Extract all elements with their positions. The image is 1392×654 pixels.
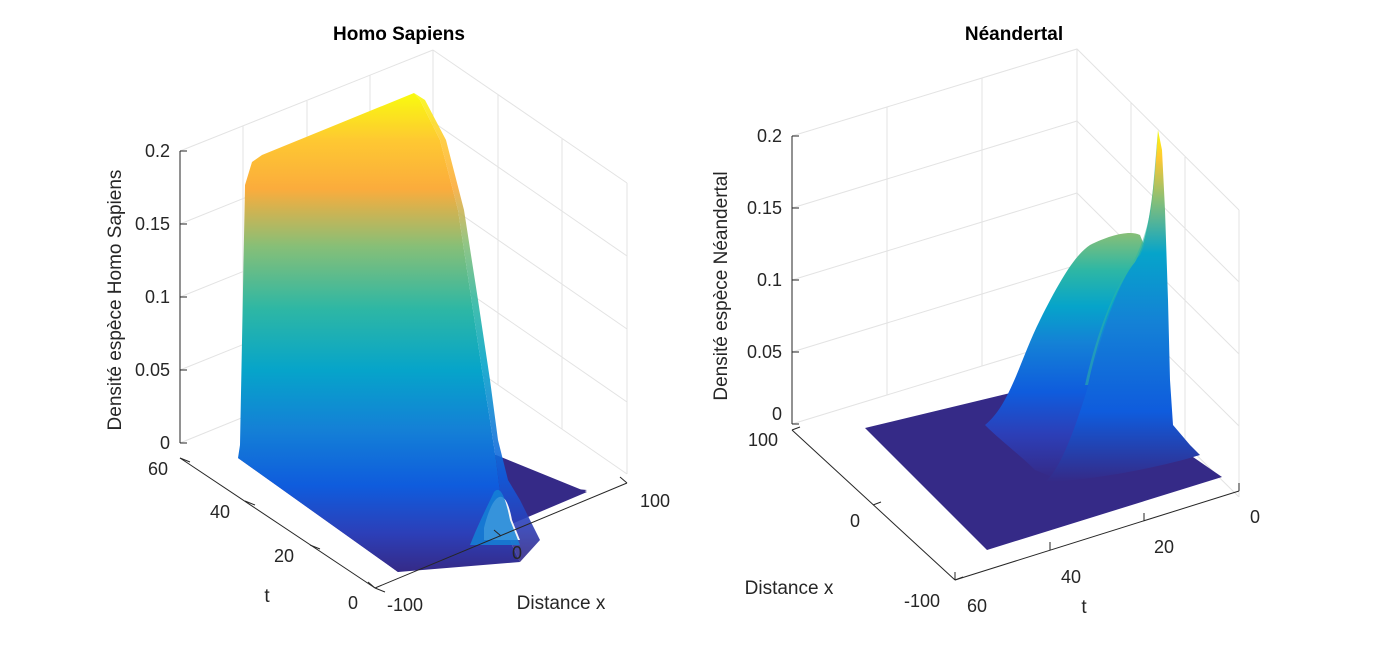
z-tick-label: 0.05 <box>135 360 170 380</box>
z-ticks: 0.2 0.15 0.1 0.05 0 <box>747 126 799 425</box>
t-tick-label: 0 <box>1250 507 1260 527</box>
surface-plateau-edge <box>414 93 540 562</box>
t-ticks: 60 40 20 0 <box>148 457 386 613</box>
t-axis-line <box>954 490 1240 581</box>
grid-back-left-horizontals <box>791 120 1078 353</box>
x-tick-label: -100 <box>387 595 423 615</box>
t-axis-line <box>179 457 376 589</box>
z-tick-label: 0.05 <box>747 342 782 362</box>
x-ticks: -100 0 100 <box>367 476 670 615</box>
t-tick-label: 60 <box>148 459 168 479</box>
t-tick-label: 40 <box>210 502 230 522</box>
x-tick-label: 100 <box>748 430 778 450</box>
t-axis-label: t <box>1081 597 1087 618</box>
chart-title: Homo Sapiens <box>333 24 465 45</box>
z-tick-label: 0.15 <box>747 198 782 218</box>
x-tick-label: 0 <box>512 543 522 563</box>
x-tick-label: -100 <box>904 591 940 611</box>
t-ticks: 60 40 20 0 <box>954 483 1260 616</box>
surface-bump <box>470 489 520 545</box>
x-tick-label: 100 <box>640 491 670 511</box>
x-axis-label: Distance x <box>745 578 834 599</box>
surface-hump-1 <box>985 233 1150 478</box>
t-tick-label: 20 <box>274 546 294 566</box>
x-axis-label: Distance x <box>517 593 606 614</box>
x-tick-label: 0 <box>850 511 860 531</box>
chart-homo-sapiens: Homo Sapiens 0.2 <box>105 24 670 615</box>
z-tick-label: 0.1 <box>145 287 170 307</box>
z-axis-label: Densité espèce Homo Sapiens <box>105 170 126 431</box>
t-tick-label: 60 <box>967 596 987 616</box>
t-axis-label: t <box>264 586 270 607</box>
z-tick-label: 0 <box>772 404 782 424</box>
x-ticks: 100 0 -100 <box>748 426 964 611</box>
z-tick-label: 0.2 <box>145 141 170 161</box>
z-tick-label: 0.2 <box>757 126 782 146</box>
z-tick-label: 0.15 <box>135 214 170 234</box>
z-tick-label: 0.1 <box>757 270 782 290</box>
surface-peak-ridge <box>1045 130 1200 482</box>
t-tick-label: 20 <box>1154 537 1174 557</box>
chart-neandertal: Néandertal 0.2 0.15 0.1 <box>711 24 1260 618</box>
surface-plateau <box>238 93 520 572</box>
t-tick-label: 40 <box>1061 567 1081 587</box>
z-ticks: 0.2 0.15 0.1 0.05 0 <box>135 141 187 453</box>
z-axis-label: Densité espèce Néandertal <box>711 171 732 400</box>
z-tick-label: 0 <box>160 433 170 453</box>
t-tick-label: 0 <box>348 593 358 613</box>
surface-ridge-shade <box>1085 130 1158 385</box>
chart-title: Néandertal <box>965 24 1063 45</box>
